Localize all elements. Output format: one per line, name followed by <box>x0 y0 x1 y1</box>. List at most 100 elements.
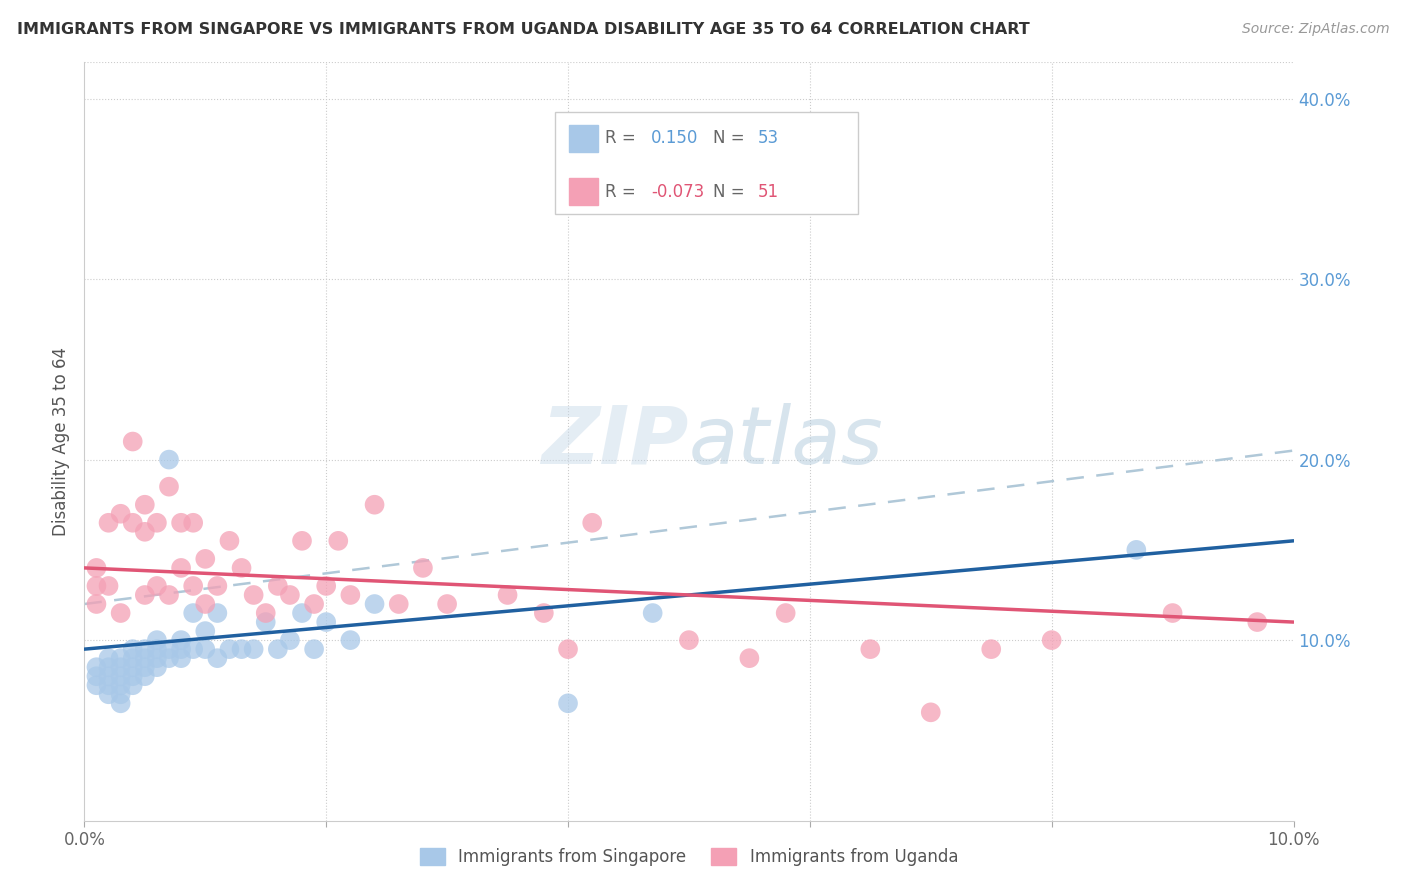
Point <box>267 642 290 657</box>
Point <box>388 597 411 611</box>
Point <box>170 633 193 648</box>
Point <box>170 516 193 530</box>
Point <box>218 533 240 548</box>
Text: atlas: atlas <box>689 402 884 481</box>
Point <box>267 579 290 593</box>
Point <box>181 642 204 657</box>
Text: 53: 53 <box>758 129 779 147</box>
Point <box>110 660 132 674</box>
Point <box>557 642 579 657</box>
Point <box>170 651 193 665</box>
Point <box>207 606 229 620</box>
Point <box>157 651 180 665</box>
Point <box>110 696 132 710</box>
Point <box>97 516 120 530</box>
Text: N =: N = <box>713 129 749 147</box>
Point <box>496 588 519 602</box>
Point <box>278 633 301 648</box>
Point <box>157 480 180 494</box>
Point <box>859 642 882 657</box>
Point <box>86 597 108 611</box>
Point <box>533 606 555 620</box>
Point <box>194 642 217 657</box>
Point <box>254 615 277 629</box>
Point <box>207 651 229 665</box>
Point <box>134 669 156 683</box>
Point <box>86 678 108 692</box>
Point <box>1246 615 1268 629</box>
Point <box>97 678 120 692</box>
Point <box>170 561 193 575</box>
Point <box>302 597 325 611</box>
Point <box>363 597 385 611</box>
Point <box>110 687 132 701</box>
Point <box>194 552 217 566</box>
Text: ZIP: ZIP <box>541 402 689 481</box>
Point <box>146 651 169 665</box>
Point <box>291 606 314 620</box>
Point <box>97 579 120 593</box>
Point <box>97 669 120 683</box>
Text: R =: R = <box>605 129 641 147</box>
Point <box>110 678 132 692</box>
Point <box>363 498 385 512</box>
Text: -0.073: -0.073 <box>651 183 704 201</box>
Text: IMMIGRANTS FROM SINGAPORE VS IMMIGRANTS FROM UGANDA DISABILITY AGE 35 TO 64 CORR: IMMIGRANTS FROM SINGAPORE VS IMMIGRANTS … <box>17 22 1029 37</box>
Point <box>134 524 156 539</box>
Point <box>121 669 143 683</box>
Point <box>1125 542 1147 557</box>
Point <box>146 660 169 674</box>
Point <box>339 588 361 602</box>
Point <box>181 606 204 620</box>
Point <box>1040 633 1063 648</box>
Point <box>157 588 180 602</box>
Point <box>557 696 579 710</box>
Point <box>194 597 217 611</box>
Y-axis label: Disability Age 35 to 64: Disability Age 35 to 64 <box>52 347 70 536</box>
Point <box>86 660 108 674</box>
Point <box>231 642 253 657</box>
Point <box>97 660 120 674</box>
Point <box>242 642 264 657</box>
Point <box>254 606 277 620</box>
Point <box>412 561 434 575</box>
Point <box>775 606 797 620</box>
Point <box>97 687 120 701</box>
Point <box>121 651 143 665</box>
Point <box>194 624 217 639</box>
Point <box>146 579 169 593</box>
Point <box>678 633 700 648</box>
Point <box>328 533 350 548</box>
Point <box>121 678 143 692</box>
Point <box>110 507 132 521</box>
Point <box>181 579 204 593</box>
Point <box>121 642 143 657</box>
Point <box>641 606 664 620</box>
Point <box>97 651 120 665</box>
Point <box>1161 606 1184 620</box>
Legend: Immigrants from Singapore, Immigrants from Uganda: Immigrants from Singapore, Immigrants fr… <box>413 841 965 873</box>
Point <box>86 561 108 575</box>
Point <box>86 669 108 683</box>
Point <box>278 588 301 602</box>
Point <box>738 651 761 665</box>
Text: N =: N = <box>713 183 749 201</box>
Point <box>110 669 132 683</box>
Point <box>207 579 229 593</box>
Point <box>110 651 132 665</box>
Point <box>920 706 942 720</box>
Point <box>121 660 143 674</box>
Point <box>110 606 132 620</box>
Point <box>181 516 204 530</box>
Point <box>242 588 264 602</box>
Point <box>134 660 156 674</box>
Point <box>436 597 458 611</box>
Point <box>146 642 169 657</box>
Point <box>291 533 314 548</box>
Point <box>121 516 143 530</box>
Point <box>339 633 361 648</box>
Point <box>134 498 156 512</box>
Text: 51: 51 <box>758 183 779 201</box>
Point <box>146 516 169 530</box>
Text: R =: R = <box>605 183 641 201</box>
